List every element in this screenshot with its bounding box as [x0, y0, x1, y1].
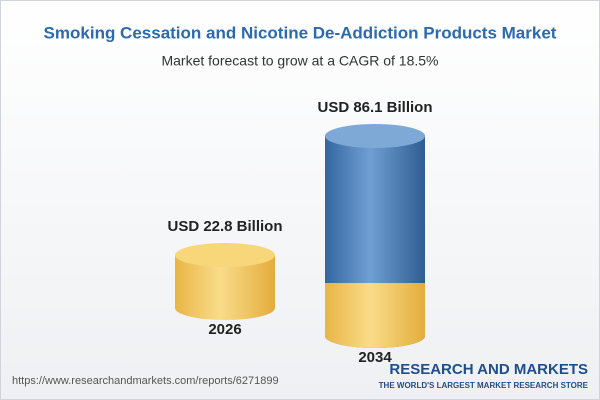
brand-tagline: THE WORLD'S LARGEST MARKET RESEARCH STOR…: [379, 381, 589, 390]
cylinder-top: [175, 243, 275, 268]
value-label: USD 22.8 Billion: [167, 218, 282, 235]
x-tick-label: 2034: [358, 349, 392, 366]
brand: RESEARCH AND MARKETS: [389, 361, 588, 378]
x-tick-label: 2026: [208, 321, 241, 338]
cylinder-body: [325, 283, 425, 336]
cylinder-top: [325, 124, 425, 148]
source-url: https://www.researchandmarkets.com/repor…: [12, 375, 279, 387]
chart-title: Smoking Cessation and Nicotine De-Addict…: [44, 23, 557, 42]
value-label: USD 86.1 Billion: [317, 99, 432, 116]
chart-subtitle: Market forecast to grow at a CAGR of 18.…: [161, 53, 438, 69]
